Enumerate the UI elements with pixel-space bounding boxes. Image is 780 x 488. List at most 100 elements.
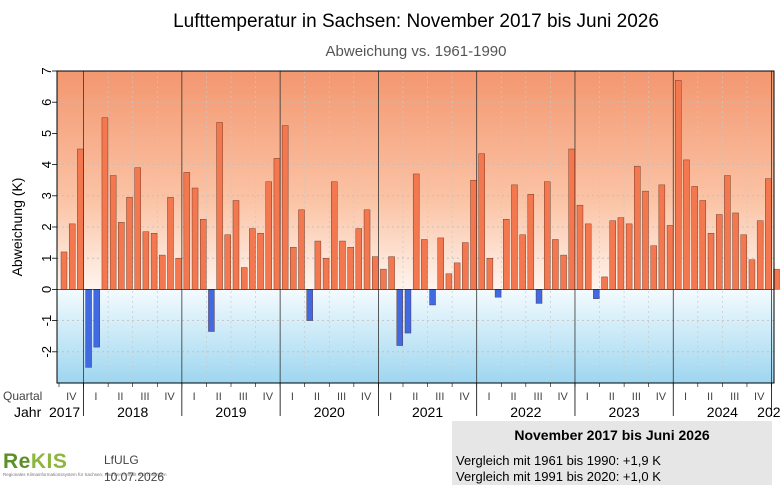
bar — [257, 233, 264, 290]
bar — [486, 258, 494, 290]
bar — [691, 186, 698, 290]
bar — [527, 194, 535, 290]
quarter-label: III — [632, 391, 641, 403]
bar — [658, 184, 666, 290]
bar — [339, 240, 346, 290]
bar — [756, 220, 764, 290]
bar — [552, 239, 559, 290]
quarter-label: I — [487, 391, 490, 403]
bar — [101, 117, 109, 290]
bar — [306, 289, 313, 321]
y-tick-label: 0 — [39, 286, 54, 293]
bar — [437, 237, 444, 290]
year-label: 2020 — [314, 404, 345, 420]
bar — [60, 251, 68, 290]
bar — [134, 167, 141, 290]
bar — [478, 153, 485, 290]
bar — [503, 218, 510, 290]
bar — [560, 254, 567, 290]
quarter-label: IV — [459, 391, 470, 403]
bar — [109, 175, 117, 290]
y-tick-label: 7 — [39, 67, 54, 74]
bar — [322, 258, 330, 290]
quarter-label: II — [216, 391, 222, 403]
x-axis: Quartal IV I II III IV I II III IV I II III IV I II III I… — [3, 383, 780, 420]
y-tick-label: 2 — [39, 223, 54, 230]
bar — [126, 197, 133, 290]
bar — [347, 247, 354, 290]
bar — [150, 233, 158, 290]
bar — [372, 256, 379, 290]
bar — [208, 289, 215, 332]
quarter-label: I — [193, 391, 196, 403]
quarter-label: IV — [557, 391, 568, 403]
bar — [232, 200, 240, 290]
year-label: 2024 — [707, 404, 738, 420]
y-axis-label: Abweichung (K) — [9, 178, 25, 277]
chart-title: Lufttemperatur in Sachsen: November 2017… — [173, 11, 659, 32]
bar — [445, 273, 453, 290]
bar — [765, 178, 772, 290]
bar — [740, 234, 747, 290]
quarter-label: I — [291, 391, 294, 403]
bar — [200, 218, 207, 290]
bar — [642, 190, 649, 290]
quarter-label: IV — [164, 391, 175, 403]
quarter-label: III — [435, 391, 444, 403]
bar — [249, 228, 256, 290]
quarter-label: IV — [66, 391, 77, 403]
y-tick-label: 3 — [39, 192, 54, 199]
y-tick-label: 5 — [39, 130, 54, 137]
bar — [724, 175, 731, 290]
bar — [183, 172, 191, 290]
y-axis: -2 -1 0 1 2 3 4 5 6 7 — [39, 67, 57, 358]
bar — [675, 80, 682, 290]
bar — [290, 247, 297, 290]
bar — [584, 223, 592, 290]
bar — [167, 197, 174, 290]
bar — [298, 209, 305, 290]
year-label: 2023 — [609, 404, 640, 420]
year-label: 2017 — [49, 404, 80, 420]
bar — [511, 184, 518, 290]
chart-subtitle: Abweichung vs. 1961-1990 — [326, 43, 507, 60]
y-tick-label: 1 — [39, 255, 54, 262]
bar — [453, 262, 461, 290]
logo-wordmark: ReKIS — [3, 450, 68, 473]
logo-tagline: Regionales Klimainformationssystem für S… — [3, 472, 167, 477]
quarter-label: III — [534, 391, 543, 403]
year-row-label: Jahr — [14, 404, 42, 420]
quarter-label: II — [412, 391, 418, 403]
summary-line-1991-2020: Vergleich mit 1991 bis 2020: +1,0 K — [456, 469, 661, 484]
bar — [281, 125, 289, 290]
bar — [601, 276, 608, 290]
bar — [224, 234, 232, 290]
bar — [748, 259, 756, 290]
quarter-label: IV — [656, 391, 667, 403]
quarter-label: II — [609, 391, 615, 403]
bar — [159, 254, 166, 290]
quarter-label: III — [337, 391, 346, 403]
quarter-label: I — [586, 391, 589, 403]
bar — [396, 289, 403, 346]
bar — [666, 225, 674, 290]
bar — [85, 289, 92, 368]
summary-box: November 2017 bis Juni 2026 Vergleich mi… — [452, 421, 772, 485]
bar — [732, 212, 739, 290]
bar — [617, 217, 625, 290]
cold-background — [57, 289, 774, 383]
quarter-label: II — [707, 391, 713, 403]
quarter-label: III — [140, 391, 149, 403]
bar — [421, 239, 428, 290]
bar — [544, 181, 551, 290]
quarter-label: II — [117, 391, 123, 403]
rekis-logo: ReKIS Regionales Klimainformationssystem… — [3, 451, 167, 477]
bar — [650, 245, 657, 290]
bar — [470, 179, 477, 290]
bar — [576, 204, 584, 290]
quarter-label: II — [314, 391, 320, 403]
bar — [404, 289, 412, 334]
bar — [634, 165, 641, 290]
bar — [118, 222, 125, 290]
bar — [331, 181, 338, 290]
